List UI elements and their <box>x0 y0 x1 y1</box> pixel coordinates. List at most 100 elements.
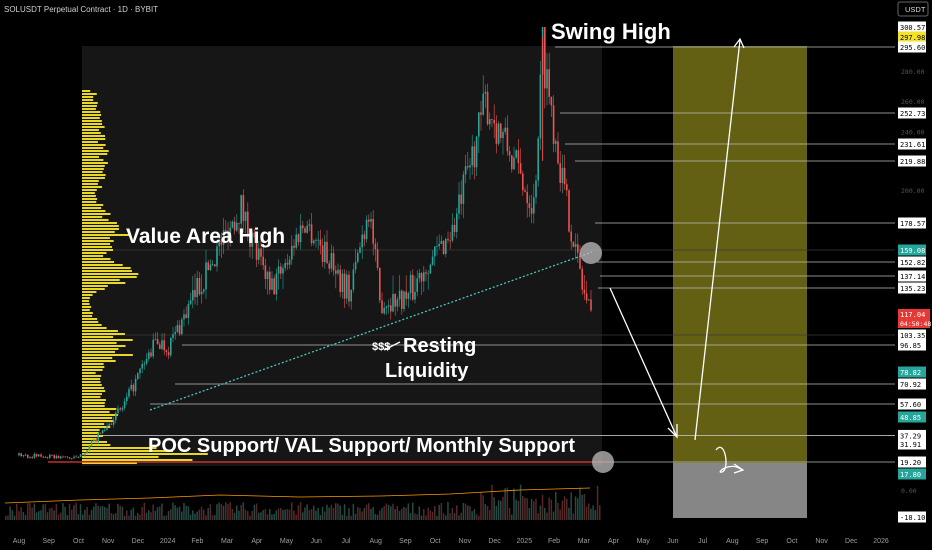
price-label: 17.80 <box>900 471 921 479</box>
candle-body <box>368 219 370 222</box>
candle-body <box>321 245 324 263</box>
profile-bar <box>82 150 109 152</box>
profile-bar <box>82 96 94 98</box>
candle-body <box>216 246 218 267</box>
candle-body <box>528 203 531 208</box>
x-tick-label: 2026 <box>873 538 889 545</box>
volume-bar <box>170 509 172 520</box>
candle-body <box>271 278 273 290</box>
volume-bar <box>255 503 258 520</box>
candle-body <box>354 261 357 270</box>
volume-bar <box>467 505 469 520</box>
volume-bar <box>409 513 412 520</box>
volume-bar <box>68 503 71 520</box>
volume-bar <box>244 509 247 520</box>
volume-bar <box>143 502 146 520</box>
volume-bar <box>55 504 58 520</box>
volume-bar <box>539 505 542 520</box>
volume-bar <box>11 510 14 520</box>
candle-body <box>77 457 80 458</box>
volume-bar <box>42 504 44 520</box>
candle-body <box>306 225 308 233</box>
profile-bar <box>82 126 105 128</box>
profile-bar <box>82 435 103 437</box>
candle-body <box>442 240 445 255</box>
candle-body <box>434 246 436 257</box>
price-label-box <box>898 438 926 450</box>
volume-bar <box>165 515 168 520</box>
volume-bar <box>460 512 462 520</box>
profile-bar <box>82 234 130 236</box>
price-label: 137.14 <box>900 273 925 281</box>
stop-zone <box>673 463 807 518</box>
profile-bar <box>82 183 98 185</box>
profile-bar <box>82 363 104 365</box>
price-label-box <box>898 244 926 256</box>
volume-bar <box>27 503 29 520</box>
profile-bar <box>82 342 117 344</box>
volume-bar <box>60 512 62 520</box>
candle-body <box>462 174 465 204</box>
volume-bar <box>297 505 300 520</box>
price-label-box <box>898 511 926 523</box>
volume-bar <box>394 509 396 520</box>
volume-bar <box>326 504 328 520</box>
volume-bar <box>396 506 399 520</box>
volume-bar <box>559 509 561 520</box>
candle-body <box>145 358 148 364</box>
candle-body <box>260 248 262 257</box>
time-axis[interactable]: Aug Sep Oct Nov Dec 2024 Feb Mar Apr May Jun Jul Aug… <box>13 538 889 545</box>
candle-body <box>106 425 108 431</box>
volume-bar <box>132 507 135 520</box>
volume-bar <box>31 507 33 520</box>
candle-body <box>293 245 295 248</box>
liquidity-label: Liquidity <box>385 360 469 382</box>
candle-body <box>60 456 62 459</box>
volume-bar <box>16 503 18 520</box>
profile-bar <box>82 216 103 218</box>
x-tick-label: Jul <box>341 538 350 545</box>
volume-bar <box>585 506 588 520</box>
candle-body <box>143 363 146 365</box>
volume-bar <box>306 504 308 520</box>
candle-body <box>506 127 509 152</box>
candle-body <box>79 454 82 458</box>
profile-bar <box>82 252 107 254</box>
candle-body <box>317 239 319 241</box>
volume-bar <box>128 515 130 520</box>
candle-body <box>218 239 220 247</box>
volume-bar <box>412 502 414 520</box>
volume-bar <box>104 507 106 520</box>
volume-bar <box>555 491 557 520</box>
volume-bar <box>449 513 451 520</box>
candle-body <box>363 234 366 240</box>
volume-bar <box>159 506 161 520</box>
profile-bar <box>82 399 106 401</box>
candle-body <box>139 368 141 374</box>
profile-bar <box>82 228 119 230</box>
volume-bar <box>242 502 245 520</box>
volume-bar <box>194 513 196 520</box>
price-label-box <box>898 217 926 229</box>
candle-body <box>403 291 405 310</box>
candle-body <box>568 190 570 232</box>
price-label: 31.91 <box>900 441 921 449</box>
volume-bar <box>434 506 436 520</box>
volume-bar <box>370 509 372 520</box>
volume-bar <box>299 502 302 520</box>
volume-bar <box>398 511 401 520</box>
volume-bar <box>95 503 97 520</box>
profile-bar <box>82 456 159 458</box>
x-tick-label: Nov <box>815 538 828 545</box>
y-tick-label: 0.00 <box>901 487 917 495</box>
volume-bar <box>431 511 434 520</box>
candle-body <box>110 423 113 425</box>
volume-bar <box>156 507 159 520</box>
volume-bar <box>211 515 214 520</box>
candle-body <box>475 136 478 168</box>
volume-bar <box>293 510 295 520</box>
volume-bar <box>123 515 126 520</box>
y-tick-label: 280.00 <box>901 68 925 76</box>
profile-bar <box>82 285 108 287</box>
